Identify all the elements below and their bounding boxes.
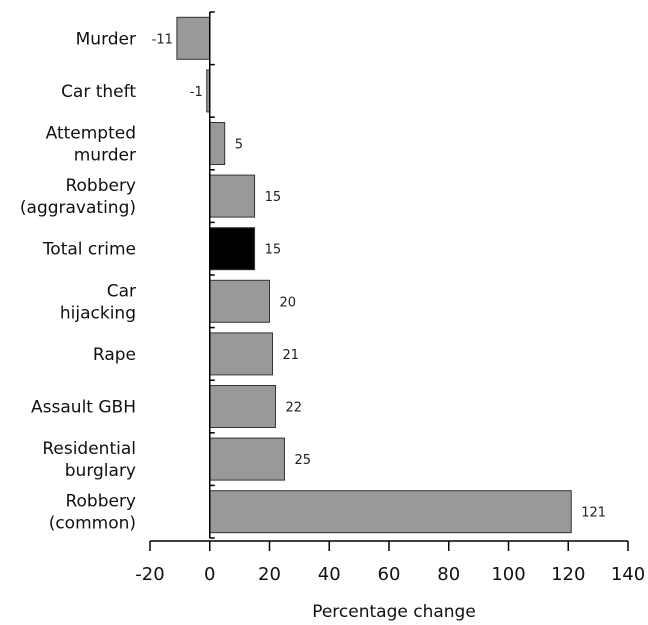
category-label-line: murder [74, 146, 136, 166]
bar [209, 279, 270, 323]
category-label: Residential burglary [42, 439, 136, 481]
data-label: 25 [294, 453, 311, 468]
x-tick-label: 20 [258, 564, 281, 585]
bar [209, 385, 276, 428]
x-tick-label: 40 [318, 564, 341, 585]
bar [176, 16, 211, 60]
x-tick-label: 100 [491, 564, 525, 585]
category-label: Attempted murder [46, 124, 136, 166]
category-label-line: (aggravating) [20, 198, 136, 218]
data-label: 15 [265, 243, 282, 258]
category-label-line: Assault GBH [31, 398, 136, 418]
bar [209, 332, 273, 376]
y-ticks-group [209, 11, 215, 539]
data-label: 20 [280, 295, 297, 310]
category-label-line: Car [107, 281, 136, 301]
category-label-line: Rape [93, 345, 136, 365]
category-label: Robbery (common) [49, 492, 136, 534]
category-label-line: Robbery [65, 176, 136, 196]
category-label: Car theft [61, 82, 136, 102]
category-label: Car hijacking [60, 281, 136, 323]
bar [209, 174, 256, 218]
data-label: 22 [285, 401, 302, 416]
category-label: Rape [93, 345, 136, 365]
category-label-line: Murder [76, 29, 136, 49]
category-label: Assault GBH [31, 398, 136, 418]
x-tick-label: -20 [135, 564, 164, 585]
data-label: 121 [581, 506, 606, 521]
category-label-line: Attempted [46, 124, 136, 144]
category-label: Murder [76, 29, 136, 49]
category-label: Total crime [42, 240, 136, 260]
x-tick-label: 120 [551, 564, 585, 585]
value-labels-group: -11 -1 5 15 15 20 21 22 25 121 [152, 32, 606, 520]
bar [209, 227, 256, 271]
category-label-line: Robbery [65, 492, 136, 512]
bars-group [176, 16, 572, 534]
category-label: Robbery (aggravating) [20, 176, 136, 218]
category-label-line: Car theft [61, 82, 136, 102]
bar [209, 437, 285, 481]
data-label: -1 [190, 85, 203, 100]
x-tick-label: 0 [204, 564, 215, 585]
data-label: 5 [235, 138, 243, 153]
bar [209, 490, 572, 534]
x-tick-label: 80 [437, 564, 460, 585]
data-label: 21 [282, 348, 299, 363]
x-ticks-group: -20 0 20 40 60 80 100 120 140 [135, 541, 645, 585]
x-tick-label: 60 [378, 564, 401, 585]
category-label-line: Total crime [42, 240, 136, 260]
category-label-line: Residential [42, 439, 136, 459]
bar [209, 122, 226, 165]
x-axis-title: Percentage change [312, 602, 476, 622]
category-label-line: burglary [65, 461, 136, 481]
data-label: 15 [265, 190, 282, 205]
category-label-line: (common) [49, 514, 136, 534]
category-label-line: hijacking [60, 303, 136, 323]
x-tick-label: 140 [611, 564, 645, 585]
data-label: -11 [152, 32, 173, 47]
